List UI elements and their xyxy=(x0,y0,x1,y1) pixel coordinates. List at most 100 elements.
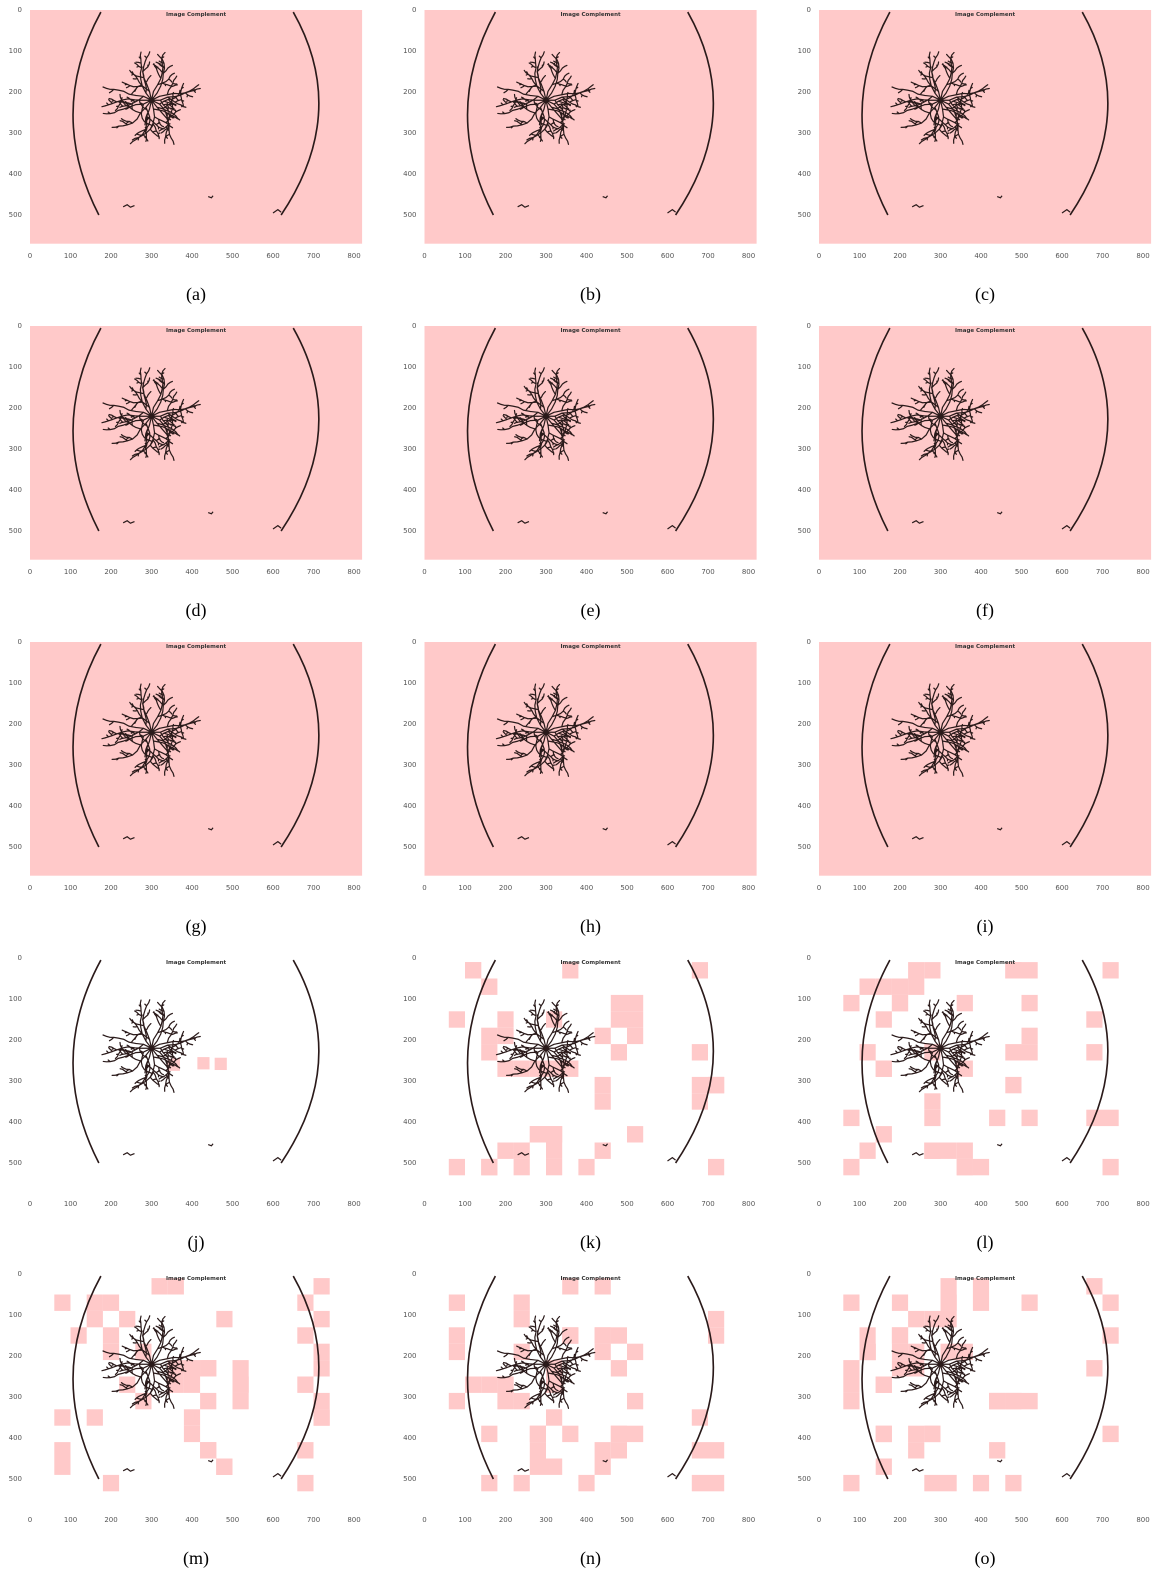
y-tick-label: 100 xyxy=(798,679,811,687)
y-tick-label: 200 xyxy=(798,1352,811,1360)
caption: (k) xyxy=(580,1232,601,1253)
y-tick-label: 400 xyxy=(9,1118,22,1126)
x-tick-label: 700 xyxy=(701,568,714,576)
x-tick-label: 700 xyxy=(701,252,714,260)
x-tick-label: 600 xyxy=(661,568,674,576)
y-tick-label: 400 xyxy=(798,1118,811,1126)
panel-image xyxy=(819,326,1151,560)
x-tick-label: 700 xyxy=(1096,884,1109,892)
x-tick-label: 300 xyxy=(539,568,552,576)
x-tick-label: 500 xyxy=(226,568,239,576)
panel-image xyxy=(425,958,757,1192)
panel-title: Image Complement xyxy=(166,12,227,18)
y-tick-label: 0 xyxy=(807,954,811,962)
y-tick-label: 200 xyxy=(403,720,416,728)
x-tick-label: 500 xyxy=(226,252,239,260)
y-tick-label: 500 xyxy=(9,1475,22,1483)
x-tick-label: 600 xyxy=(266,568,279,576)
x-tick-label: 500 xyxy=(226,1200,239,1208)
x-tick-label: 300 xyxy=(145,568,158,576)
panel-image xyxy=(30,326,362,560)
x-tick-label: 0 xyxy=(28,252,32,260)
panel-title: Image Complement xyxy=(560,328,621,334)
y-tick-label: 200 xyxy=(9,1036,22,1044)
x-tick-label: 0 xyxy=(817,568,821,576)
y-tick-label: 500 xyxy=(9,843,22,851)
y-tick-label: 0 xyxy=(412,6,416,14)
panel-image xyxy=(425,642,757,876)
x-tick-label: 100 xyxy=(64,884,77,892)
x-tick-label: 400 xyxy=(580,1516,593,1524)
x-tick-label: 200 xyxy=(104,884,117,892)
x-tick-label: 800 xyxy=(347,1516,360,1524)
x-tick-label: 800 xyxy=(347,1200,360,1208)
panel-title: Image Complement xyxy=(955,644,1016,650)
x-tick-label: 100 xyxy=(64,252,77,260)
y-tick-label: 400 xyxy=(798,802,811,810)
x-tick-label: 0 xyxy=(817,252,821,260)
y-tick-label: 300 xyxy=(403,761,416,769)
y-tick-label: 0 xyxy=(18,1270,22,1278)
panel-image xyxy=(425,326,757,560)
y-tick-label: 100 xyxy=(403,1311,416,1319)
x-tick-label: 400 xyxy=(974,884,987,892)
y-tick-label: 100 xyxy=(798,995,811,1003)
x-tick-label: 100 xyxy=(458,568,471,576)
x-tick-label: 0 xyxy=(422,1516,426,1524)
y-tick-label: 500 xyxy=(798,1159,811,1167)
x-tick-label: 400 xyxy=(974,568,987,576)
x-tick-label: 800 xyxy=(742,1200,755,1208)
caption: (f) xyxy=(976,600,994,621)
x-tick-label: 100 xyxy=(64,1516,77,1524)
y-tick-label: 100 xyxy=(9,47,22,55)
y-tick-label: 200 xyxy=(9,1352,22,1360)
x-tick-label: 600 xyxy=(266,884,279,892)
x-tick-label: 300 xyxy=(934,252,947,260)
y-tick-label: 500 xyxy=(798,527,811,535)
panel-image xyxy=(819,1274,1151,1508)
y-tick-label: 400 xyxy=(798,170,811,178)
y-tick-label: 200 xyxy=(798,88,811,96)
y-tick-label: 0 xyxy=(412,954,416,962)
x-tick-label: 200 xyxy=(104,568,117,576)
x-tick-label: 700 xyxy=(307,1200,320,1208)
y-tick-label: 300 xyxy=(403,1393,416,1401)
panel-title: Image Complement xyxy=(955,1276,1016,1282)
y-tick-label: 200 xyxy=(798,1036,811,1044)
figure: Image Complement 0 100 200 300 400 500 600 700 80… xyxy=(0,0,1175,1591)
x-tick-label: 200 xyxy=(499,252,512,260)
x-tick-label: 800 xyxy=(742,1516,755,1524)
x-tick-label: 0 xyxy=(28,1516,32,1524)
x-tick-label: 200 xyxy=(104,252,117,260)
y-tick-label: 100 xyxy=(403,995,416,1003)
y-tick-label: 100 xyxy=(798,363,811,371)
caption: (a) xyxy=(186,284,206,305)
y-tick-label: 300 xyxy=(9,445,22,453)
y-tick-label: 300 xyxy=(403,129,416,137)
y-tick-label: 0 xyxy=(412,1270,416,1278)
x-tick-label: 0 xyxy=(422,884,426,892)
x-tick-label: 400 xyxy=(974,252,987,260)
y-tick-label: 400 xyxy=(9,802,22,810)
x-tick-label: 100 xyxy=(853,252,866,260)
x-tick-label: 300 xyxy=(539,1516,552,1524)
y-tick-label: 500 xyxy=(9,527,22,535)
y-tick-label: 300 xyxy=(798,1077,811,1085)
x-tick-label: 600 xyxy=(1055,884,1068,892)
x-tick-label: 500 xyxy=(1015,568,1028,576)
x-tick-label: 100 xyxy=(853,568,866,576)
y-tick-label: 400 xyxy=(798,1434,811,1442)
y-tick-label: 200 xyxy=(403,88,416,96)
x-tick-label: 500 xyxy=(1015,1516,1028,1524)
x-tick-label: 600 xyxy=(661,1200,674,1208)
x-tick-label: 600 xyxy=(1055,252,1068,260)
caption: (d) xyxy=(186,600,207,621)
y-tick-label: 100 xyxy=(9,363,22,371)
y-tick-label: 0 xyxy=(18,954,22,962)
